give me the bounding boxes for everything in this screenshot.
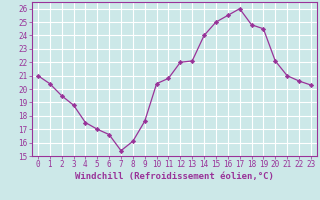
- X-axis label: Windchill (Refroidissement éolien,°C): Windchill (Refroidissement éolien,°C): [75, 172, 274, 181]
